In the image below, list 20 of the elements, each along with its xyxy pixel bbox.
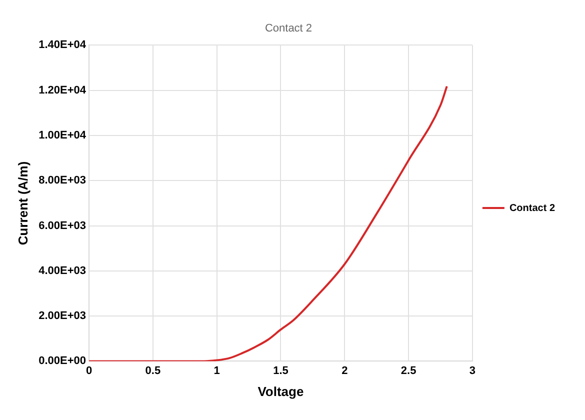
- x-tick-label: 2: [342, 364, 348, 377]
- line-series: [89, 85, 448, 362]
- x-tick-label: 0.5: [145, 364, 161, 377]
- y-tick-label: 4.00E+03: [38, 264, 86, 277]
- y-tick-label: 8.00E+03: [38, 174, 86, 187]
- y-tick-label: 1.20E+04: [38, 84, 87, 96]
- x-tick-label: 1: [214, 364, 220, 377]
- chart-title: Contact 2: [264, 22, 312, 35]
- x-tick-label: 3: [469, 364, 476, 377]
- y-tick-label: 0.00E+00: [38, 355, 86, 368]
- y-tick-label: 1.40E+04: [38, 39, 87, 52]
- y-axis-title: Current (A/m): [15, 161, 30, 246]
- y-tick-label: 6.00E+03: [38, 220, 86, 232]
- legend-label: Contact 2: [509, 202, 556, 214]
- x-tick-label: 2.5: [400, 364, 416, 377]
- x-axis-title: Voltage: [258, 384, 304, 399]
- y-tick-label: 1.00E+04: [38, 130, 87, 142]
- x-tick-label: 1.5: [273, 364, 288, 377]
- y-tick-label: 2.00E+03: [38, 310, 86, 322]
- x-tick-label: 0: [86, 364, 92, 377]
